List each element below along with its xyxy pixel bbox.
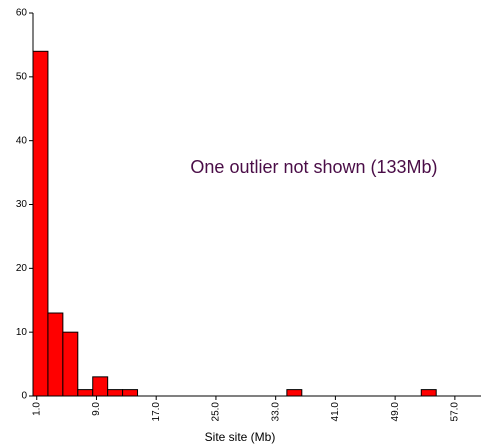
y-tick-label: 40 <box>16 135 28 146</box>
y-tick-label: 60 <box>16 8 28 19</box>
bar <box>62 331 79 397</box>
bar <box>420 389 437 397</box>
bar <box>77 389 94 397</box>
x-tick-label: 49.0 <box>390 402 401 422</box>
bar <box>47 312 64 397</box>
y-tick-label: 10 <box>16 327 28 338</box>
bar <box>107 389 124 397</box>
y-tick-label: 0 <box>21 391 27 402</box>
y-tick-label: 30 <box>16 199 28 210</box>
bar <box>122 389 139 397</box>
x-tick-label: 17.0 <box>151 402 162 422</box>
bar <box>92 376 109 397</box>
bar <box>32 50 49 397</box>
y-tick-label: 20 <box>16 263 28 274</box>
x-tick-label: 25.0 <box>211 402 222 422</box>
y-tick-label: 50 <box>16 71 28 82</box>
x-tick-label: 9.0 <box>91 402 102 416</box>
x-tick-label: 57.0 <box>450 402 461 422</box>
x-axis-label: Site site (Mb) <box>205 430 276 444</box>
x-tick-label: 33.0 <box>270 402 281 422</box>
x-tick-label: 41.0 <box>330 402 341 422</box>
x-tick-label: 1.0 <box>31 402 42 416</box>
annotation: One outlier not shown (133Mb) <box>190 157 437 177</box>
bar <box>286 389 303 397</box>
